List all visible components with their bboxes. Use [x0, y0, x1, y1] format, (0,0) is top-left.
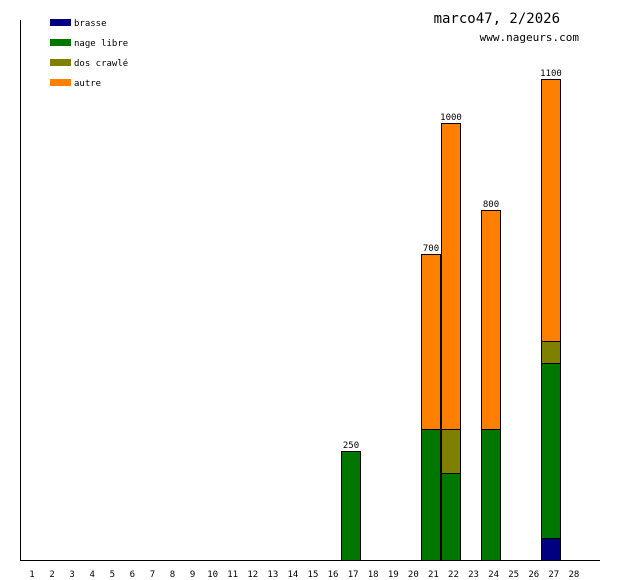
legend-swatch-1 [50, 39, 71, 46]
legend-label: dos crawlé [74, 58, 128, 69]
x-tick-label: 5 [110, 570, 115, 580]
x-tick-label: 20 [408, 570, 419, 580]
legend-label: nage libre [74, 39, 128, 49]
bar-total-label: 250 [343, 441, 359, 451]
bar-segment-day22-3 [441, 123, 461, 430]
bar-segment-day24-1 [481, 429, 501, 561]
bar-segment-day21-1 [421, 429, 441, 561]
chart-title: marco47, 2/2026 [434, 11, 560, 27]
x-tick-label: 18 [368, 570, 379, 580]
bar-segment-day22-2 [441, 429, 461, 474]
bar-segment-day24-3 [481, 210, 501, 430]
bar-segment-day21-3 [421, 254, 441, 430]
x-tick-label: 2 [49, 570, 54, 580]
x-tick-label: 28 [568, 570, 579, 580]
x-tick-label: 26 [528, 570, 539, 580]
legend-swatch-0 [50, 19, 71, 26]
bar-total-label: 1100 [540, 69, 562, 79]
bar-total-label: 800 [483, 200, 499, 210]
bar-total-label: 700 [423, 244, 439, 254]
bars: 250 700 1000 800 1100 [341, 69, 562, 561]
x-tick-label: 10 [207, 570, 218, 580]
x-tick-label: 6 [130, 570, 135, 580]
bar-segment-day27-2 [541, 341, 561, 364]
x-tick-label: 13 [267, 570, 278, 580]
x-tick-label: 17 [348, 570, 359, 580]
x-tick-label: 11 [227, 570, 238, 580]
bar-segment-day27-1 [541, 363, 561, 539]
legend-swatch-2 [50, 59, 71, 66]
bar-total-label: 1000 [440, 113, 462, 123]
bar-segment-day27-3 [541, 79, 561, 342]
x-tick-label: 19 [388, 570, 399, 580]
x-tick-label: 3 [69, 570, 74, 580]
legend-label: brasse [74, 19, 107, 29]
x-tick-label: 8 [170, 570, 175, 580]
x-tick-label: 23 [468, 570, 479, 580]
x-tick-label: 21 [428, 570, 439, 580]
x-tick-label: 1 [29, 570, 34, 580]
x-tick-label: 16 [328, 570, 339, 580]
x-tick-label: 7 [150, 570, 155, 580]
x-tick-label: 25 [508, 570, 519, 580]
x-tick-label: 24 [488, 570, 499, 580]
legend-label: autre [74, 79, 101, 89]
legend-swatch-3 [50, 79, 71, 86]
x-tick-label: 15 [308, 570, 319, 580]
legend: brasse nage libre dos crawlé autre [50, 19, 128, 89]
x-tick-labels: 1 2 3 4 5 6 7 8 9 10 11 12 13 14 15 16 17 18 19 20 21 22 23 24 2… [29, 570, 579, 580]
bar-segment-day22-1 [441, 473, 461, 561]
bar-segment-day17-1 [341, 451, 361, 561]
x-tick-label: 4 [89, 570, 94, 580]
x-tick-label: 14 [287, 570, 298, 580]
x-tick-label: 12 [247, 570, 258, 580]
x-tick-label: 27 [548, 570, 559, 580]
bar-segment-day27-0 [541, 538, 561, 561]
x-tick-label: 22 [448, 570, 459, 580]
x-tick-label: 9 [190, 570, 195, 580]
chart-subtitle: www.nageurs.com [480, 31, 580, 44]
